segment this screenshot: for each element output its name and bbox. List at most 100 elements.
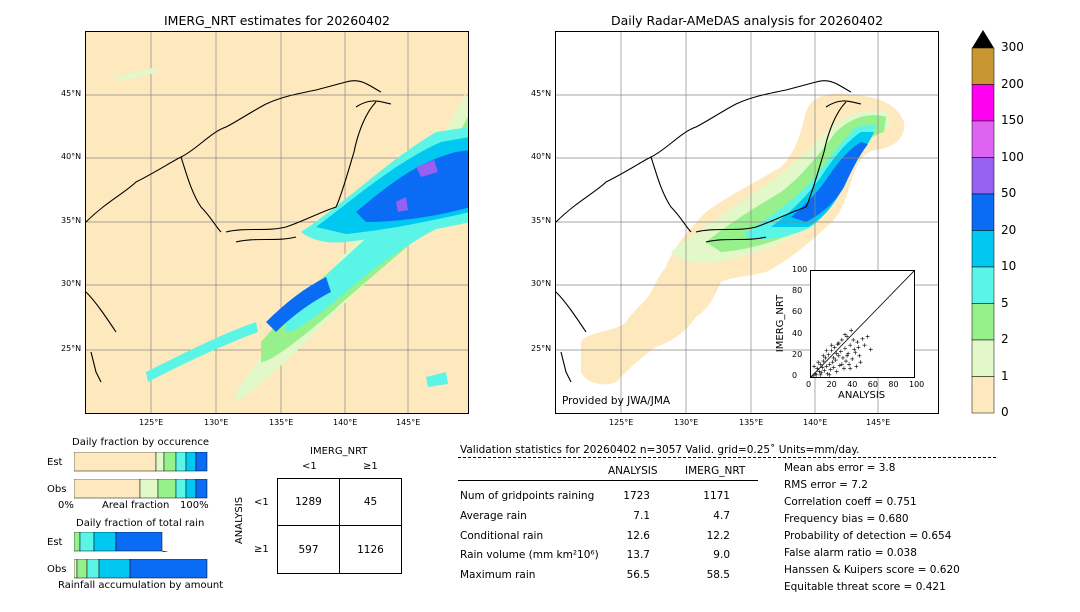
- scatter-plot: [810, 270, 915, 378]
- scatter-x-tick: 40: [847, 380, 858, 389]
- scatter-point: [835, 342, 840, 347]
- left-lon-tick-145: 145°E: [396, 418, 421, 427]
- scatter-point: [829, 343, 834, 348]
- scatter-point: [824, 348, 829, 353]
- stats-row-label: Conditional rain: [460, 530, 544, 542]
- radar-precip-field: [556, 32, 938, 413]
- scatter-point: [839, 337, 844, 342]
- scatter-point: [849, 328, 854, 333]
- scatter-y-tick: 100: [792, 265, 808, 274]
- colorbar-label: 200: [1001, 76, 1024, 91]
- right-lat-tick-25: 25°N: [531, 344, 552, 353]
- scatter-point: [834, 351, 839, 356]
- stats-row-imerg: 58.5: [706, 569, 730, 581]
- scatter-point: [842, 346, 847, 351]
- score-rms-error: RMS error = 7.2: [784, 479, 868, 491]
- colorbar-label: 300: [1001, 40, 1024, 54]
- left-lon-tick-125: 125°E: [139, 418, 164, 427]
- stats-row-analysis: 13.7: [626, 549, 650, 561]
- left-lon-tick-135: 135°E: [269, 418, 294, 427]
- scatter-point: [836, 353, 841, 358]
- scatter-inset: [810, 270, 915, 378]
- stats-col-rule: [458, 480, 758, 481]
- stats-row-imerg: 12.2: [706, 530, 730, 542]
- right-lon-tick-140: 140°E: [803, 418, 828, 427]
- total-rain-row-est: Est: [47, 537, 63, 548]
- scatter-point: [845, 353, 850, 358]
- scatter-point: [821, 353, 826, 358]
- scatter-ylabel: IMERG_NRT: [775, 294, 787, 353]
- contingency-cell-d: 1126: [339, 525, 402, 574]
- right-lon-tick-125: 125°E: [609, 418, 634, 427]
- stats-row-analysis: 56.5: [626, 569, 650, 581]
- contingency-row-lt: <1: [254, 497, 269, 508]
- right-lat-tick-40: 40°N: [531, 152, 552, 161]
- right-lon-tick-135: 135°E: [739, 418, 764, 427]
- scatter-point: [841, 366, 846, 371]
- imerg-precip-field: [86, 32, 468, 413]
- scatter-point: [865, 334, 870, 339]
- colorbar-swatch: [971, 376, 995, 414]
- scatter-point: [817, 369, 822, 374]
- scatter-point: [839, 362, 844, 367]
- scatter-x-tick: 60: [867, 380, 878, 389]
- colorbar-label: 1: [1001, 368, 1009, 383]
- scatter-point: [855, 340, 860, 345]
- stats-row-label: Average rain: [460, 510, 527, 522]
- scatter-point: [827, 372, 832, 377]
- scatter-x-tick: 0: [806, 380, 812, 389]
- colorbar-extend-arrow: [972, 30, 994, 48]
- left-lon-tick-140: 140°E: [333, 418, 358, 427]
- scatter-point: [838, 349, 843, 354]
- colorbar: [971, 30, 995, 414]
- score-pod: Probability of detection = 0.654: [784, 530, 952, 542]
- right-lon-tick-145: 145°E: [866, 418, 891, 427]
- scatter-point: [825, 371, 830, 376]
- total-rain-title: Daily fraction of total rain: [76, 518, 205, 529]
- occurrence-axis-right: 100%: [180, 500, 209, 511]
- scatter-point: [823, 355, 828, 360]
- colorbar-swatch: [971, 266, 995, 304]
- stats-row-label: Maximum rain: [460, 569, 536, 581]
- scatter-point: [830, 360, 835, 365]
- stats-header: Validation statistics for 20260402 n=305…: [460, 444, 860, 456]
- occurrence-axis-mid: Areal fraction: [102, 500, 170, 511]
- scatter-point: [857, 353, 862, 358]
- right-map-title: Daily Radar-AMeDAS analysis for 20260402: [610, 13, 884, 28]
- scatter-point: [844, 359, 849, 364]
- stats-row-analysis: 12.6: [626, 530, 650, 542]
- scatter-point: [852, 347, 857, 352]
- score-far: False alarm ratio = 0.038: [784, 547, 917, 559]
- scatter-point: [850, 356, 855, 361]
- right-lon-tick-130: 130°E: [674, 418, 699, 427]
- scatter-x-tick: 80: [888, 380, 899, 389]
- scatter-point: [836, 341, 841, 346]
- occurrence-title: Daily fraction by occurence: [72, 437, 210, 448]
- contingency-col-lt: <1: [302, 461, 317, 472]
- scatter-point: [815, 366, 820, 371]
- total-rain-footer: Rainfall accumulation by amount: [58, 580, 224, 591]
- scatter-y-tick: 80: [792, 286, 803, 296]
- scatter-point: [812, 364, 817, 369]
- colorbar-label: 100: [1001, 149, 1024, 164]
- scatter-point: [834, 369, 839, 374]
- right-lat-tick-30: 30°N: [531, 279, 552, 288]
- scatter-y-tick: 40: [792, 328, 803, 338]
- total-rain-obs-bar: [73, 558, 208, 579]
- contingency-col-ge: ≥1: [363, 461, 378, 472]
- scatter-point: [831, 355, 836, 360]
- contingency-side-label: ANALYSIS: [234, 496, 246, 545]
- left-lat-tick-30: 30°N: [61, 279, 82, 288]
- left-lat-tick-45: 45°N: [61, 89, 82, 98]
- contingency-row-ge: ≥1: [254, 544, 269, 555]
- colorbar-label: 0: [1001, 405, 1009, 419]
- left-lon-tick-130: 130°E: [204, 418, 229, 427]
- contingency-top-label: IMERG_NRT: [310, 446, 368, 457]
- scatter-point: [845, 334, 850, 339]
- scatter-point: [858, 360, 863, 365]
- occurrence-axis-left: 0%: [58, 500, 74, 511]
- left-lat-tick-40: 40°N: [61, 152, 82, 161]
- colorbar-swatch: [971, 84, 995, 122]
- colorbar-label: 2: [1001, 332, 1009, 346]
- colorbar-label: 10: [1001, 259, 1017, 273]
